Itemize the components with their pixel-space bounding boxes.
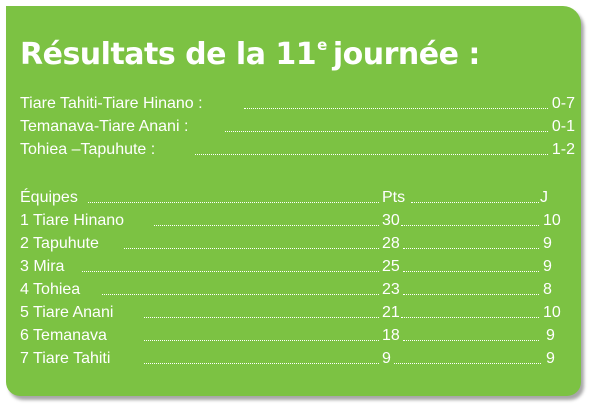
results-title: Résultats de la 11e journée : — [20, 36, 480, 72]
dot-leader — [88, 202, 379, 203]
standings-pts: 25 — [382, 258, 400, 275]
dot-leader — [124, 248, 379, 249]
dot-leader — [144, 317, 379, 318]
standings-header: Équipes Pts J — [20, 187, 550, 209]
title-prefix: Résultats de la 11 — [20, 37, 317, 72]
match-teams: Temanava-Tiare Anani : — [20, 118, 189, 135]
standings-games: 10 — [543, 304, 561, 321]
match-teams: Tiare Tahiti-Tiare Hinano : — [20, 95, 203, 112]
title-suffix: journée : — [332, 37, 481, 72]
header-team: Équipes — [20, 189, 78, 206]
match-score: 0-7 — [551, 95, 575, 112]
standings-team: 5 Tiare Anani — [20, 304, 114, 321]
match-row: Temanava-Tiare Anani : 0-1 — [20, 116, 575, 138]
standings-team: 4 Tohiea — [20, 281, 81, 298]
standings-row: 7 Tiare Tahiti 9 9 — [20, 348, 575, 370]
standings-team: 1 Tiare Hinano — [20, 212, 125, 229]
results-card: Résultats de la 11e journée : Tiare Tahit… — [6, 6, 581, 396]
standings-row: 3 Mira 25 9 — [20, 256, 575, 278]
standings-pts: 21 — [382, 304, 400, 321]
title-superscript: e — [317, 36, 327, 54]
standings-pts: 23 — [382, 281, 400, 298]
standings-games: 9 — [543, 258, 552, 275]
standings-team: 6 Temanava — [20, 327, 107, 344]
dot-leader — [82, 271, 379, 272]
standings-games: 10 — [543, 212, 561, 229]
dot-leader — [403, 271, 539, 272]
standings-row: 6 Temanava 18 9 — [20, 325, 575, 347]
dot-leader — [411, 202, 539, 203]
dot-leader — [225, 131, 548, 132]
match-teams: Tohiea –Tapuhute : — [20, 141, 156, 158]
dot-leader — [244, 108, 548, 109]
match-row: Tiare Tahiti-Tiare Hinano : 0-7 — [20, 93, 575, 115]
dot-leader — [403, 294, 539, 295]
standings-pts: 30 — [382, 212, 400, 229]
standings-pts: 28 — [382, 235, 400, 252]
standings-games: 8 — [543, 281, 552, 298]
standings-pts: 9 — [382, 350, 391, 367]
standings-games: 9 — [546, 327, 555, 344]
standings-games: 9 — [546, 350, 555, 367]
standings-team: 2 Tapuhute — [20, 235, 99, 252]
dot-leader — [195, 154, 548, 155]
header-pts: Pts — [382, 189, 406, 206]
standings-pts: 18 — [382, 327, 400, 344]
match-row: Tohiea –Tapuhute : 1-2 — [20, 139, 575, 161]
dot-leader — [401, 225, 539, 226]
dot-leader — [144, 340, 379, 341]
dot-leader — [144, 363, 379, 364]
standings-team: 7 Tiare Tahiti — [20, 350, 111, 367]
match-score: 1-2 — [551, 141, 575, 158]
standings-games: 9 — [543, 235, 552, 252]
dot-leader — [154, 225, 379, 226]
dot-leader — [403, 248, 539, 249]
header-games: J — [540, 189, 548, 206]
match-score: 0-1 — [551, 118, 575, 135]
standings-team: 3 Mira — [20, 258, 65, 275]
dot-leader — [102, 294, 379, 295]
dot-leader — [403, 340, 539, 341]
standings-row: 1 Tiare Hinano 30 10 — [20, 210, 575, 232]
standings-row: 4 Tohiea 23 8 — [20, 279, 575, 301]
dot-leader — [401, 317, 539, 318]
dot-leader — [394, 363, 541, 364]
standings-row: 5 Tiare Anani 21 10 — [20, 302, 575, 324]
standings-row: 2 Tapuhute 28 9 — [20, 233, 575, 255]
